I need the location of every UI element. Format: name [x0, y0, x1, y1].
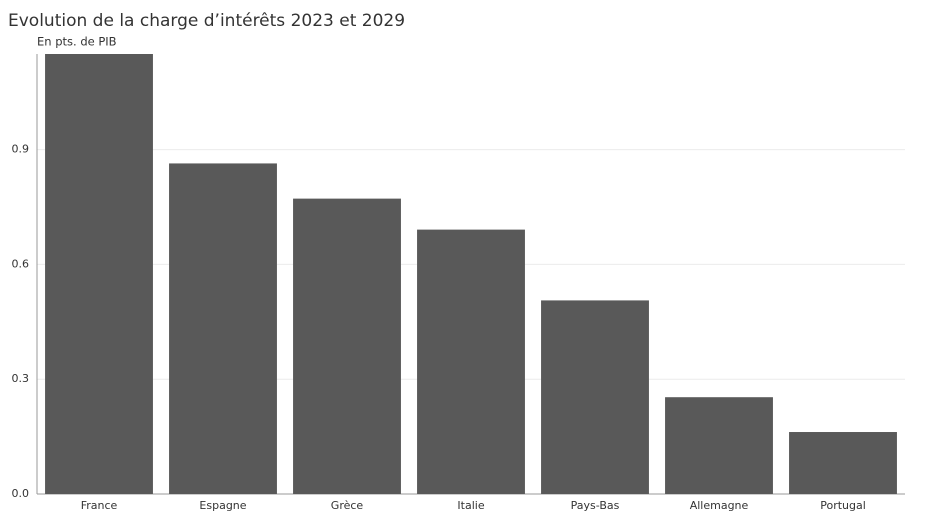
bar [293, 198, 401, 494]
bar [665, 397, 773, 494]
bar [45, 54, 153, 494]
bar [417, 229, 525, 495]
chart-title: Evolution de la charge d’intérêts 2023 e… [8, 11, 405, 31]
bar [541, 300, 649, 494]
x-tick-label: Pays-Bas [571, 499, 620, 512]
y-tick-label: 0.9 [12, 143, 30, 156]
x-tick-label: Italie [457, 499, 484, 512]
bar [169, 163, 277, 494]
y-tick-label: 0.6 [12, 257, 30, 270]
x-tick-label: France [81, 499, 118, 512]
y-tick-label: 0.3 [12, 372, 30, 385]
x-tick-label: Portugal [820, 499, 866, 512]
chart-subtitle: En pts. de PIB [37, 35, 117, 49]
x-tick-label: Grèce [331, 499, 364, 512]
y-tick-label: 0.0 [12, 487, 30, 500]
x-tick-label: Espagne [199, 499, 246, 512]
bar [789, 432, 897, 494]
x-tick-label: Allemagne [690, 499, 749, 512]
